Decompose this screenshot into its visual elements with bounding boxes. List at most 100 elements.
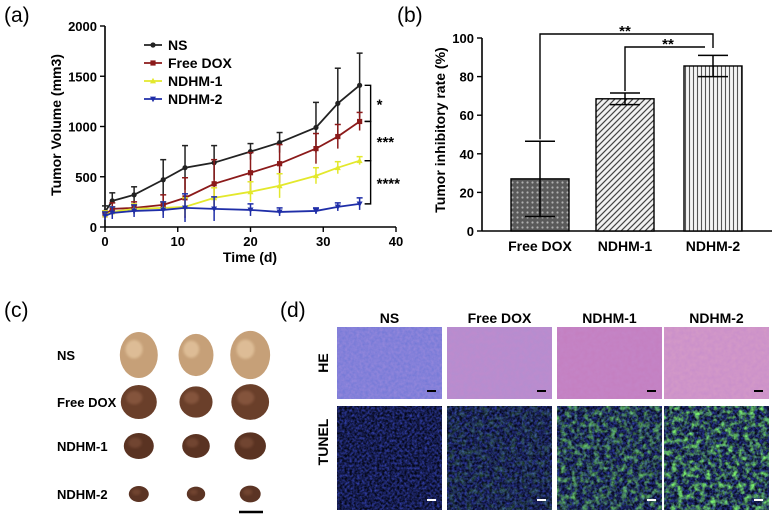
- significance-bracket: [364, 159, 372, 205]
- tunel-image: [447, 406, 552, 510]
- data-point: [276, 182, 283, 189]
- data-point: [313, 124, 319, 131]
- y-tick-label-b: 100: [452, 31, 474, 46]
- x-axis-label: Time (d): [223, 249, 277, 265]
- bar-ndhm-1: NDHM-1: [595, 92, 655, 254]
- data-point: [313, 146, 319, 152]
- histology-row-label: HE: [315, 353, 331, 372]
- tunel-image: [557, 406, 662, 510]
- line-chart-axes: 0 500 1000 1500 2000 0 10 20 30 40: [68, 19, 403, 249]
- significance-bracket: [364, 84, 372, 123]
- he-image-texture: [557, 327, 662, 399]
- he-image-texture: [447, 327, 552, 399]
- tumor-row: NS: [57, 330, 271, 380]
- tunel-image-texture: [337, 406, 442, 510]
- data-point: [312, 208, 319, 215]
- he-image-texture: [337, 327, 442, 399]
- x-tick-label: 10: [171, 234, 185, 249]
- tumor-specimen: [231, 384, 270, 420]
- tumor-specimen: [230, 330, 271, 380]
- data-point: [277, 161, 283, 167]
- tumor-row-label: NDHM-2: [57, 487, 108, 502]
- data-point: [211, 206, 218, 213]
- legend-swatch-marker: [150, 96, 156, 103]
- significance-mark: *: [377, 96, 383, 113]
- tumor-specimen: [128, 486, 149, 502]
- y-axis-label: Tumor Volume (mm3): [48, 54, 64, 196]
- he-image-texture: [664, 327, 769, 399]
- he-image: [337, 327, 442, 399]
- legend-entry: NDHM-1: [144, 73, 223, 89]
- y-tick-label: 500: [75, 170, 97, 185]
- tumor-highlight: [186, 437, 199, 448]
- tumor-highlight: [242, 488, 253, 496]
- tumor-specimen: [179, 386, 213, 418]
- tumor-highlight: [183, 340, 200, 358]
- panel-label-d: (d): [280, 299, 306, 322]
- tumor-row-label: NS: [57, 348, 75, 363]
- data-point: [211, 181, 217, 187]
- series-line: [104, 120, 361, 216]
- significance-bracket: [364, 120, 372, 162]
- bar-chart: Tumor inhibitory rate (%) 0 20 40 60 80 100 F…: [432, 23, 772, 254]
- bar-chart-bars: Free DOX NDHM-1 NDHM-2: [508, 54, 743, 254]
- legend-entry: Free DOX: [144, 55, 232, 71]
- histology-column-label: NDHM-1: [582, 310, 637, 326]
- tunel-image: [664, 406, 769, 510]
- data-point: [160, 177, 166, 183]
- tumor-specimen: [123, 433, 154, 459]
- data-point: [356, 201, 363, 208]
- data-point: [276, 209, 283, 216]
- histology-row-label: TUNEL: [315, 418, 331, 465]
- tumor-row: Free DOX: [57, 384, 270, 420]
- histology-column-label: Free DOX: [468, 310, 532, 326]
- x-category-label: NDHM-2: [686, 238, 741, 254]
- significance-mark: ****: [377, 175, 401, 192]
- line-chart-legend: NS Free DOX NDHM-1 NDHM-2: [144, 37, 232, 107]
- significance-mark: ***: [377, 134, 395, 151]
- panel-label-a: (a): [4, 4, 30, 27]
- tumor-highlight: [239, 437, 254, 449]
- tumor-highlight: [125, 340, 143, 359]
- legend-swatch-marker: [150, 77, 156, 84]
- tumor-highlight: [237, 390, 255, 405]
- tumor-photo-panel: NS Free DOX NDHM-1 NDHM-2: [57, 330, 271, 514]
- tumor-highlight: [236, 339, 255, 359]
- bar: [683, 65, 743, 232]
- tumor-specimen: [234, 432, 266, 460]
- data-point: [357, 118, 363, 125]
- y-axis-label-b: Tumor inhibitory rate (%): [432, 47, 448, 212]
- tunel-green-signal: [557, 406, 662, 510]
- significance-bracket-b: [624, 46, 705, 92]
- tumor-highlight: [131, 488, 141, 496]
- data-point: [334, 204, 341, 211]
- tumor-highlight: [128, 437, 142, 448]
- bar: [595, 98, 655, 232]
- bar-ndhm-2: NDHM-2: [683, 54, 743, 254]
- legend-swatch-marker: [150, 60, 156, 66]
- panel-label-b: (b): [397, 4, 423, 27]
- histology-panel: NS Free DOX NDHM-1 NDHM-2 HE TUNEL: [315, 310, 769, 510]
- tunel-image: [337, 406, 442, 510]
- tumor-highlight: [184, 391, 199, 405]
- x-tick-label: 30: [316, 234, 330, 249]
- data-point: [357, 82, 363, 88]
- data-point: [356, 157, 363, 164]
- y-tick-label-b: 80: [460, 70, 474, 85]
- tumor-row-label: NDHM-1: [57, 439, 108, 454]
- y-tick-label: 1500: [68, 69, 97, 84]
- data-point: [247, 188, 254, 195]
- data-point: [182, 205, 189, 212]
- y-tick-label: 1000: [68, 120, 97, 135]
- tumor-specimen: [182, 434, 210, 458]
- x-tick-label: 0: [101, 234, 108, 249]
- tumor-specimen: [186, 486, 206, 502]
- data-point: [335, 133, 341, 140]
- he-image: [557, 327, 662, 399]
- panel-label-c: (c): [4, 299, 29, 322]
- series-free-dox: [102, 111, 363, 219]
- legend-label: NS: [168, 37, 187, 53]
- legend-entry: NDHM-2: [144, 91, 223, 107]
